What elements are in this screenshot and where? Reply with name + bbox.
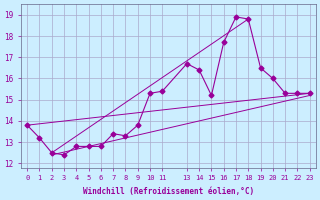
X-axis label: Windchill (Refroidissement éolien,°C): Windchill (Refroidissement éolien,°C) (83, 187, 254, 196)
